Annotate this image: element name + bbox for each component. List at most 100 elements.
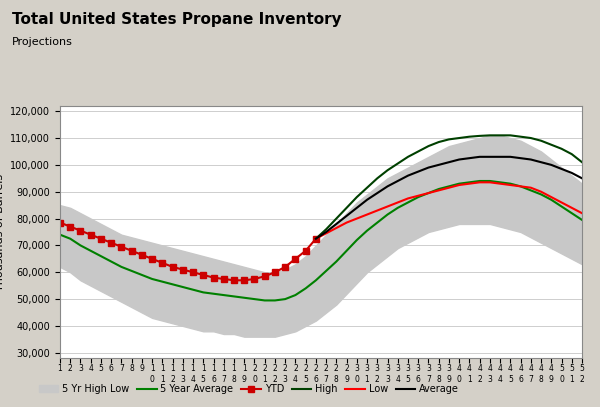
Average [466,156,473,161]
High [312,236,319,241]
High [404,154,412,159]
Low [578,211,586,216]
YTD [220,276,227,281]
Low [425,190,432,195]
Text: Total United States Propane Inventory: Total United States Propane Inventory [12,12,341,27]
Average [394,179,401,184]
Low [404,196,412,201]
High [394,161,401,166]
High [558,147,565,151]
Low [568,206,575,210]
Average [497,154,504,159]
YTD [169,265,176,269]
Low [507,183,514,188]
High [548,142,555,147]
Low [353,216,361,221]
High [455,136,463,140]
Average [425,165,432,170]
Y-axis label: Thousands of Barrels: Thousands of Barrels [0,173,5,291]
High [517,134,524,139]
High [343,206,350,210]
Low [415,193,422,198]
YTD [107,240,115,245]
YTD [281,265,289,269]
Average [548,162,555,167]
Average [364,197,371,202]
YTD [230,278,238,283]
Average [527,157,535,162]
Low [517,184,524,189]
Low [323,231,330,236]
Average [486,154,493,159]
5 Year Average [343,248,350,253]
High [538,138,545,143]
Low [333,225,340,230]
YTD [302,248,309,253]
Low [558,200,565,205]
5 Year Average [312,278,319,283]
YTD [312,236,319,241]
YTD [138,252,145,257]
YTD [118,244,125,249]
Average [445,160,452,165]
Average [415,169,422,174]
High [364,185,371,190]
Average [384,184,391,189]
5 Year Average [384,212,391,217]
Low [527,185,535,190]
Average [507,154,514,159]
Low [466,181,473,186]
Low [445,185,452,190]
Average [578,176,586,181]
Average [558,166,565,171]
Line: Average: Average [316,157,582,239]
YTD [97,236,104,241]
Low [497,181,504,186]
Average [333,221,340,226]
Low [476,180,483,185]
Line: Low: Low [316,182,582,239]
Average [312,236,319,241]
High [425,144,432,149]
YTD [128,248,135,253]
Average [455,157,463,162]
5 Year Average [241,295,248,300]
Average [343,213,350,218]
Low [374,208,381,213]
Text: Projections: Projections [12,37,73,47]
Average [323,230,330,234]
High [476,133,483,138]
YTD [87,232,94,237]
High [323,227,330,232]
YTD [179,267,187,272]
Average [538,160,545,165]
High [445,137,452,142]
Low [364,212,371,217]
Line: High: High [316,136,582,239]
Average [404,173,412,178]
YTD [159,260,166,265]
High [415,149,422,154]
Low [455,183,463,188]
5 Year Average [476,179,483,184]
Low [343,220,350,225]
5 Year Average [578,217,586,222]
YTD [149,256,156,261]
High [353,195,361,199]
High [568,152,575,157]
High [384,168,391,173]
High [374,176,381,181]
Low [548,195,555,199]
High [435,140,442,144]
YTD [210,275,217,280]
YTD [292,256,299,261]
YTD [67,224,74,229]
YTD [56,220,64,225]
5 Year Average [56,232,64,237]
Low [435,188,442,193]
Average [517,156,524,161]
Low [384,204,391,209]
5 Year Average [261,298,268,303]
Average [374,190,381,195]
Low [394,200,401,205]
